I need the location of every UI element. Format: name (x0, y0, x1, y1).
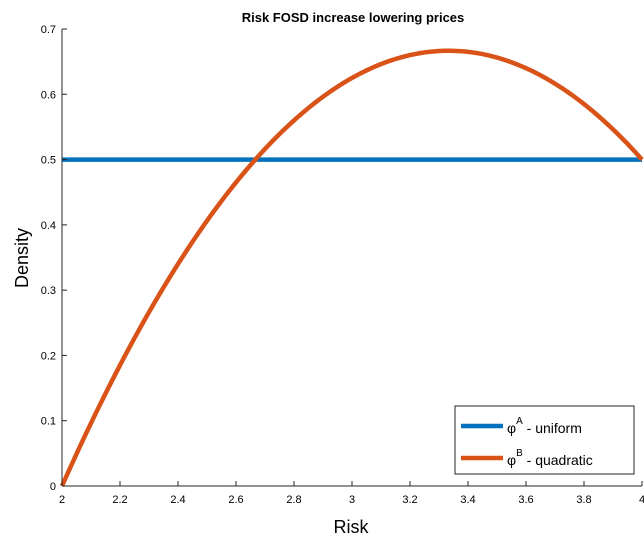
y-axis-label: Density (12, 228, 32, 288)
x-tick-label: 2.6 (228, 494, 243, 506)
x-tick-label: 2.2 (112, 494, 127, 506)
legend-entry-label: φB - quadratic (507, 448, 593, 468)
legend: φA - uniform φB - quadratic (454, 405, 635, 475)
x-tick-label: 2 (59, 494, 65, 506)
legend-box (454, 405, 635, 475)
x-axis-label: Risk (334, 517, 370, 537)
x-tick-label: 3.6 (518, 494, 533, 506)
chart-title: Risk FOSD increase lowering prices (242, 10, 465, 25)
x-tick-label: 2.4 (170, 494, 185, 506)
x-tick-label: 3.4 (460, 494, 475, 506)
plot-area (59, 48, 644, 487)
x-tick-label: 3.8 (576, 494, 591, 506)
y-tick-label: 0 (50, 481, 56, 493)
y-tick-label: 0.7 (41, 24, 56, 36)
legend-entry-label: φA - uniform (507, 416, 582, 436)
x-tick-label: 2.8 (286, 494, 301, 506)
axes: 2 2.2 2.4 2.6 2.8 3 3.2 3.4 3.6 3.8 4 0 0.1 0.2 0.3 0.4… (41, 24, 644, 506)
y-tick-label: 0.5 (41, 155, 56, 167)
y-tick-label: 0.4 (41, 220, 56, 232)
y-tick-label: 0.3 (41, 285, 56, 297)
x-tick-label: 3 (349, 494, 355, 506)
y-tick-label: 0.2 (41, 350, 56, 362)
y-tick-label: 0.1 (41, 416, 56, 428)
y-tick-label: 0.6 (41, 89, 56, 101)
x-tick-label: 4 (639, 494, 644, 506)
x-tick-label: 3.2 (402, 494, 417, 506)
series-line-quadratic (59, 48, 644, 487)
